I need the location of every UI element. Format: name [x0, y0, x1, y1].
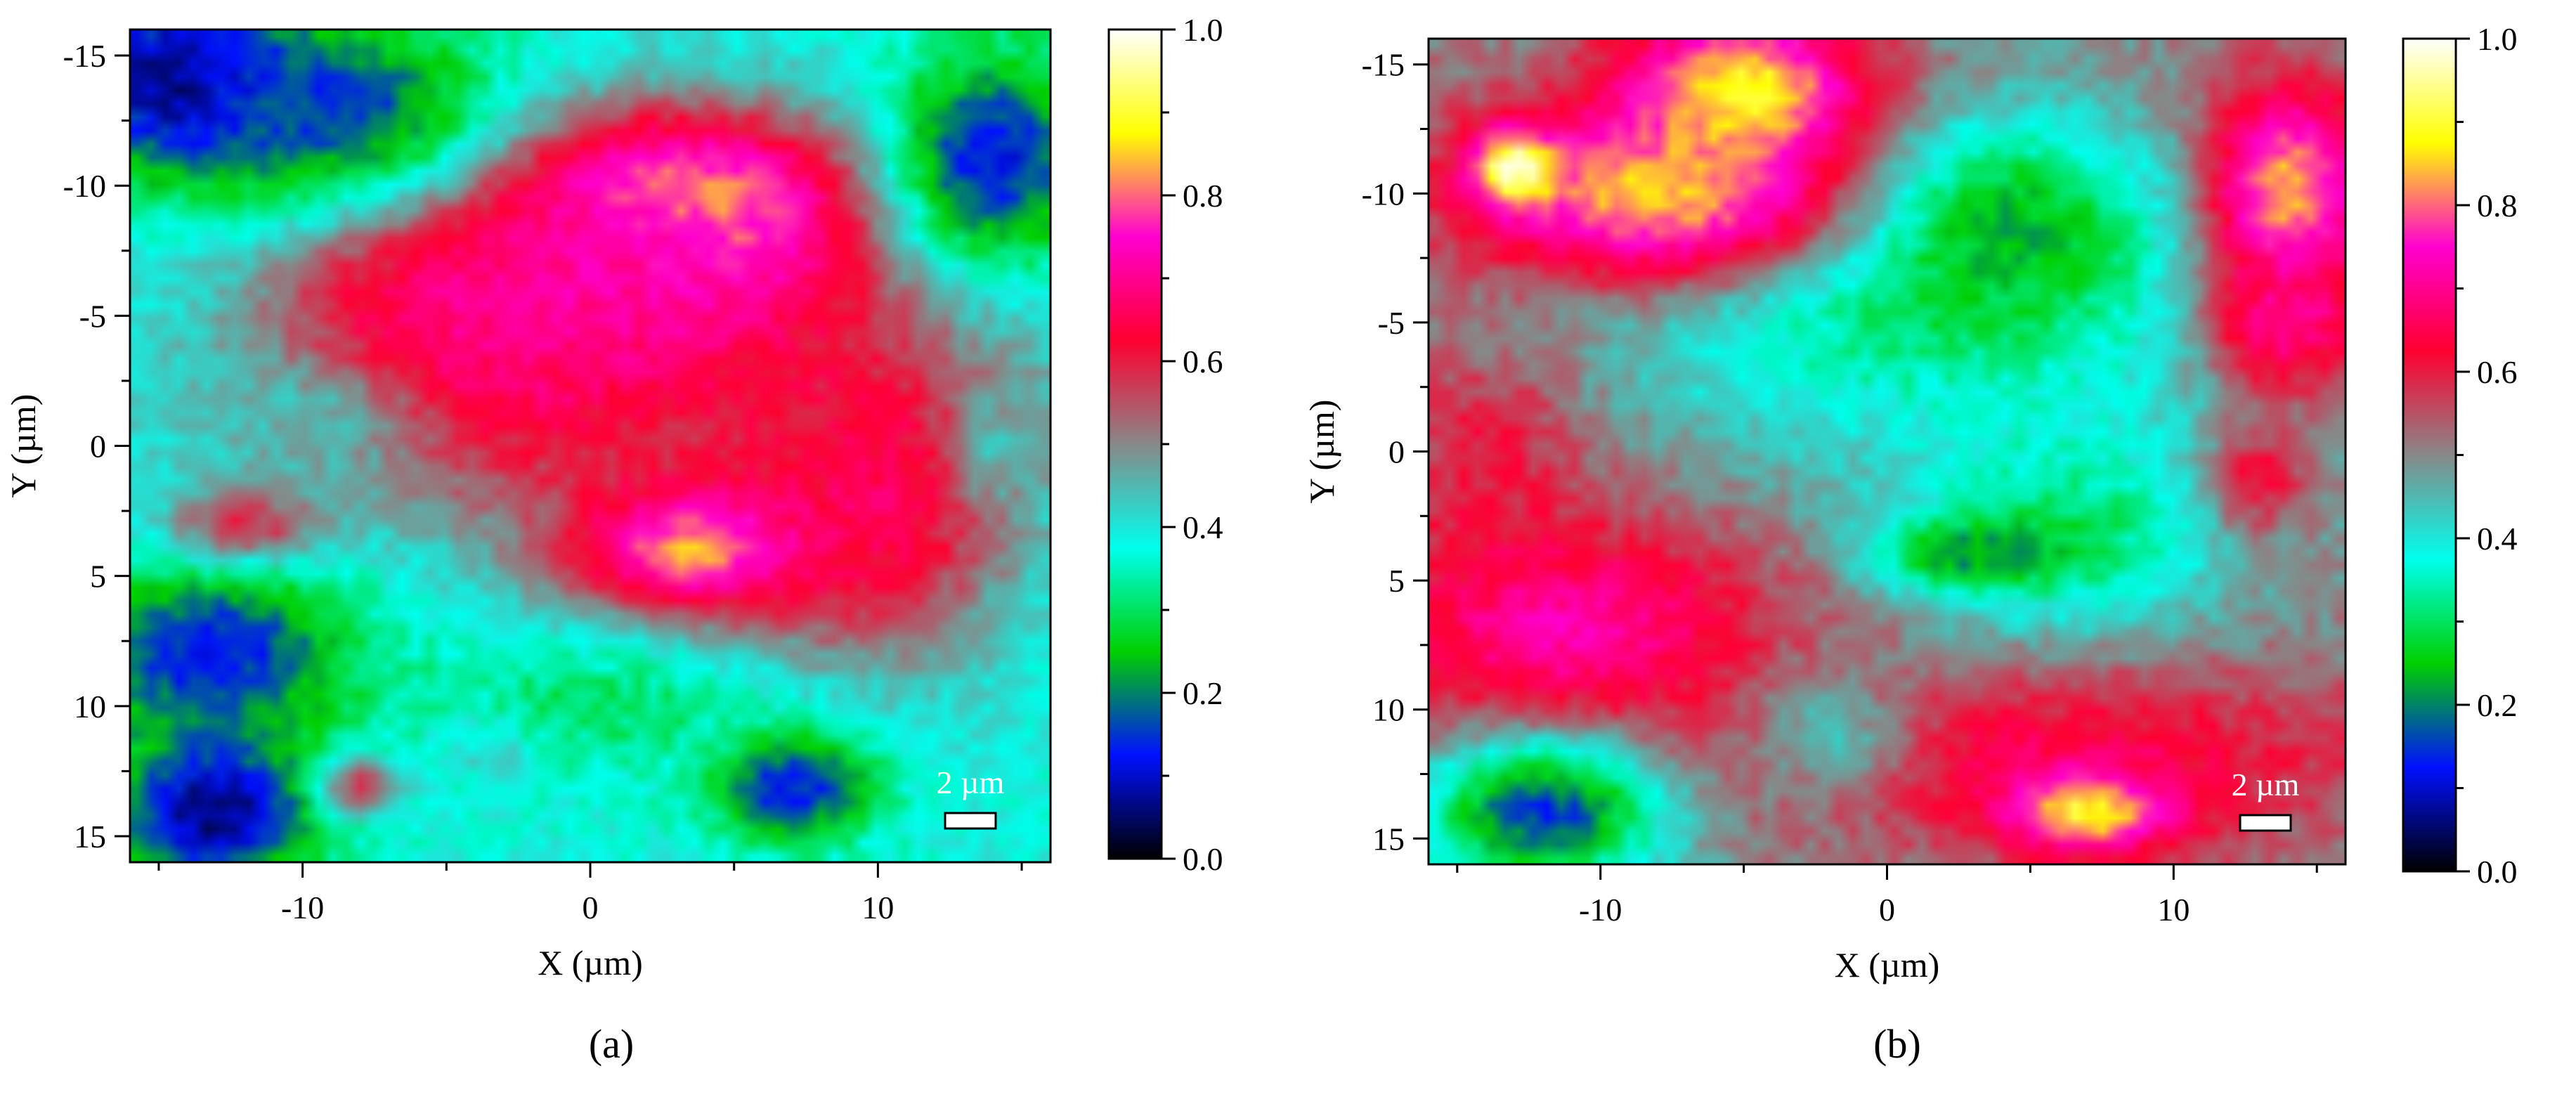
colorbar-tick-label: 1.0	[2477, 21, 2518, 57]
y-tick-label: -10	[63, 168, 106, 204]
y-tick-label: 10	[1372, 692, 1405, 728]
panel-label: (a)	[589, 1021, 634, 1067]
colorbar-tick-label: 0.2	[1183, 675, 1223, 711]
colorbar-tick-label: 0.8	[2477, 188, 2518, 223]
y-tick-label: -15	[1362, 47, 1405, 83]
heatmap-field	[130, 30, 1050, 862]
colorbar-tick-label: 0.0	[1183, 841, 1223, 877]
panel-b: -10 0 10 X (µm) -15 -10 -5 0 5 10 15 Y (µm) 2 µm 0.0 0…	[1302, 21, 2518, 1067]
y-tick-label: 5	[1388, 563, 1405, 599]
colorbar-tick-label: 0.6	[1183, 344, 1223, 379]
scale-bar-label: 2 µm	[2232, 767, 2300, 802]
colorbar-tick-label: 0.4	[1183, 509, 1223, 545]
panel-a: -10 0 10 X (µm) -15 -10 -5 0 5 10 15 Y (µm) 2 µm 0.0 0…	[4, 12, 1223, 1067]
y-tick-label: -15	[63, 38, 106, 74]
colorbar-tick-label: 0.4	[2477, 521, 2518, 557]
colorbar	[1107, 28, 1163, 860]
y-tick-label: 10	[74, 689, 106, 724]
colorbar-tick-label: 0.6	[2477, 354, 2518, 390]
x-tick-label: 0	[1879, 892, 1895, 928]
x-tick-label: 10	[2157, 892, 2190, 928]
y-tick-label: 15	[1372, 821, 1405, 857]
colorbar	[2402, 37, 2457, 873]
colorbar-tick-label: 0.0	[2477, 854, 2518, 890]
y-axis-label: Y (µm)	[4, 394, 43, 498]
x-tick-label: -10	[1579, 892, 1622, 928]
y-tick-label: -10	[1362, 176, 1405, 212]
x-tick-label: 0	[583, 890, 599, 925]
scale-bar-label: 2 µm	[937, 765, 1005, 800]
colorbar-tick-label: 1.0	[1183, 12, 1223, 48]
colorbar-tick-label: 0.8	[1183, 178, 1223, 214]
y-tick-label: 0	[1388, 434, 1405, 470]
y-tick-label: 0	[90, 429, 106, 464]
y-tick-label: 5	[90, 559, 106, 594]
colorbar-tick-label: 0.2	[2477, 687, 2518, 723]
y-tick-label: -5	[1378, 305, 1405, 341]
scale-bar	[944, 812, 997, 830]
y-tick-label: -5	[79, 298, 106, 334]
x-axis-label: X (µm)	[1835, 945, 1940, 984]
scale-bar	[2239, 814, 2292, 832]
y-tick-label: 15	[74, 819, 106, 854]
x-tick-label: -10	[281, 890, 324, 925]
x-axis-label: X (µm)	[538, 943, 643, 982]
heatmap-field	[1429, 39, 2346, 864]
x-tick-label: 10	[861, 890, 894, 925]
y-axis-label: Y (µm)	[1302, 400, 1341, 504]
panel-label: (b)	[1873, 1021, 1921, 1067]
